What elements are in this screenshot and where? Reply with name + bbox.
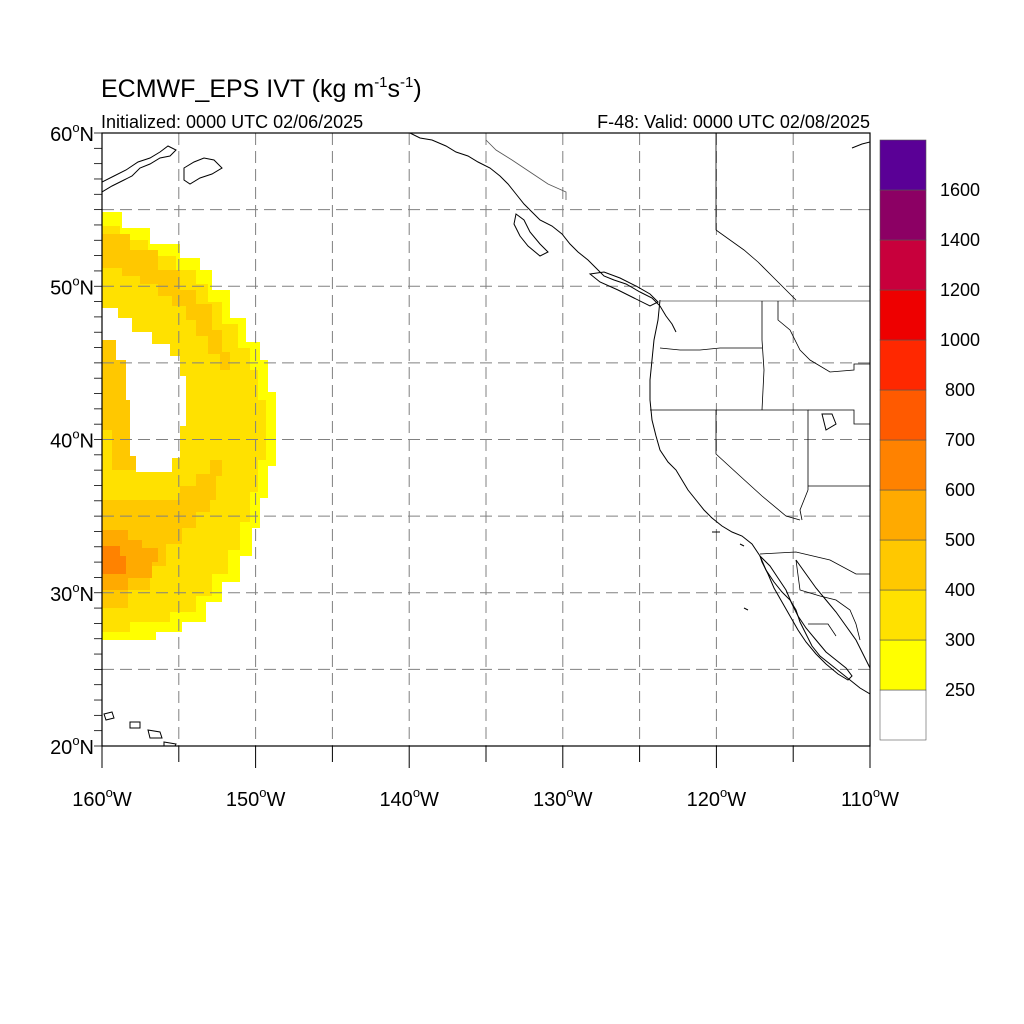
colorbar-label: 300 <box>945 630 975 650</box>
colorbar-label: 1200 <box>940 280 980 300</box>
colorbar-label: 500 <box>945 530 975 550</box>
lon-tick-label: 110oW <box>841 785 899 811</box>
colorbar-swatch <box>879 289 927 341</box>
lat-tick-label: 50oN <box>50 273 94 299</box>
ivt-inner-low <box>102 308 186 472</box>
valid-time-label: F-48: Valid: 0000 UTC 02/08/2025 <box>597 112 870 132</box>
lat-lon-grid <box>102 133 870 746</box>
lon-tick-label: 160oW <box>72 785 132 811</box>
colorbar-swatch <box>879 539 927 591</box>
lon-tick-label: 130oW <box>533 785 593 811</box>
colorbar-label: 800 <box>945 380 975 400</box>
colorbar-swatch <box>879 589 927 641</box>
lon-tick-label: 140oW <box>379 785 439 811</box>
colorbar-swatch <box>879 689 927 741</box>
colorbar-swatch <box>879 239 927 291</box>
colorbar-label: 1000 <box>940 330 980 350</box>
lat-tick-label: 40oN <box>50 427 94 453</box>
colorbar-swatch <box>879 339 927 391</box>
lat-tick-labels: 60oN 50oN 40oN 30oN 20oN <box>50 120 94 759</box>
lon-tick-labels: 160oW 150oW 140oW 130oW 120oW 110oW <box>72 785 899 811</box>
colorbar-label: 1400 <box>940 230 980 250</box>
colorbar-label: 1600 <box>940 180 980 200</box>
lat-tick-label: 30oN <box>50 580 94 606</box>
colorbar-swatch <box>879 439 927 491</box>
colorbar-swatch <box>879 189 927 241</box>
lon-tick-label: 120oW <box>687 785 747 811</box>
colorbar-label: 700 <box>945 430 975 450</box>
lat-tick-label: 20oN <box>50 733 94 759</box>
colorbar-swatch <box>879 489 927 541</box>
colorbar-label: 400 <box>945 580 975 600</box>
ivt-colorbar: 250 300 400 500 600 700 800 1000 1200 1400 1600 <box>879 139 980 741</box>
colorbar-swatch <box>879 639 927 691</box>
axis-ticks <box>94 132 871 768</box>
colorbar-label: 600 <box>945 480 975 500</box>
colorbar-swatch <box>879 389 927 441</box>
ivt-band-600 <box>102 546 126 574</box>
political-borders <box>485 133 870 641</box>
coastlines <box>102 133 870 746</box>
init-time-label: Initialized: 0000 UTC 02/06/2025 <box>101 112 363 132</box>
chart-title: ECMWF_EPS IVT (kg m-1s-1) <box>101 74 422 103</box>
lat-tick-label: 60oN <box>50 120 94 146</box>
colorbar-label: 250 <box>945 680 975 700</box>
ivt-band-400 <box>102 234 230 608</box>
lon-tick-label: 150oW <box>226 785 286 811</box>
ivt-band-500 <box>102 530 158 590</box>
ivt-shading <box>102 212 276 640</box>
colorbar-swatch <box>879 139 927 191</box>
